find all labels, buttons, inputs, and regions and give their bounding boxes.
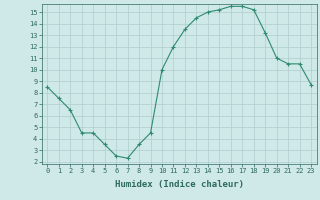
X-axis label: Humidex (Indice chaleur): Humidex (Indice chaleur) [115,180,244,189]
